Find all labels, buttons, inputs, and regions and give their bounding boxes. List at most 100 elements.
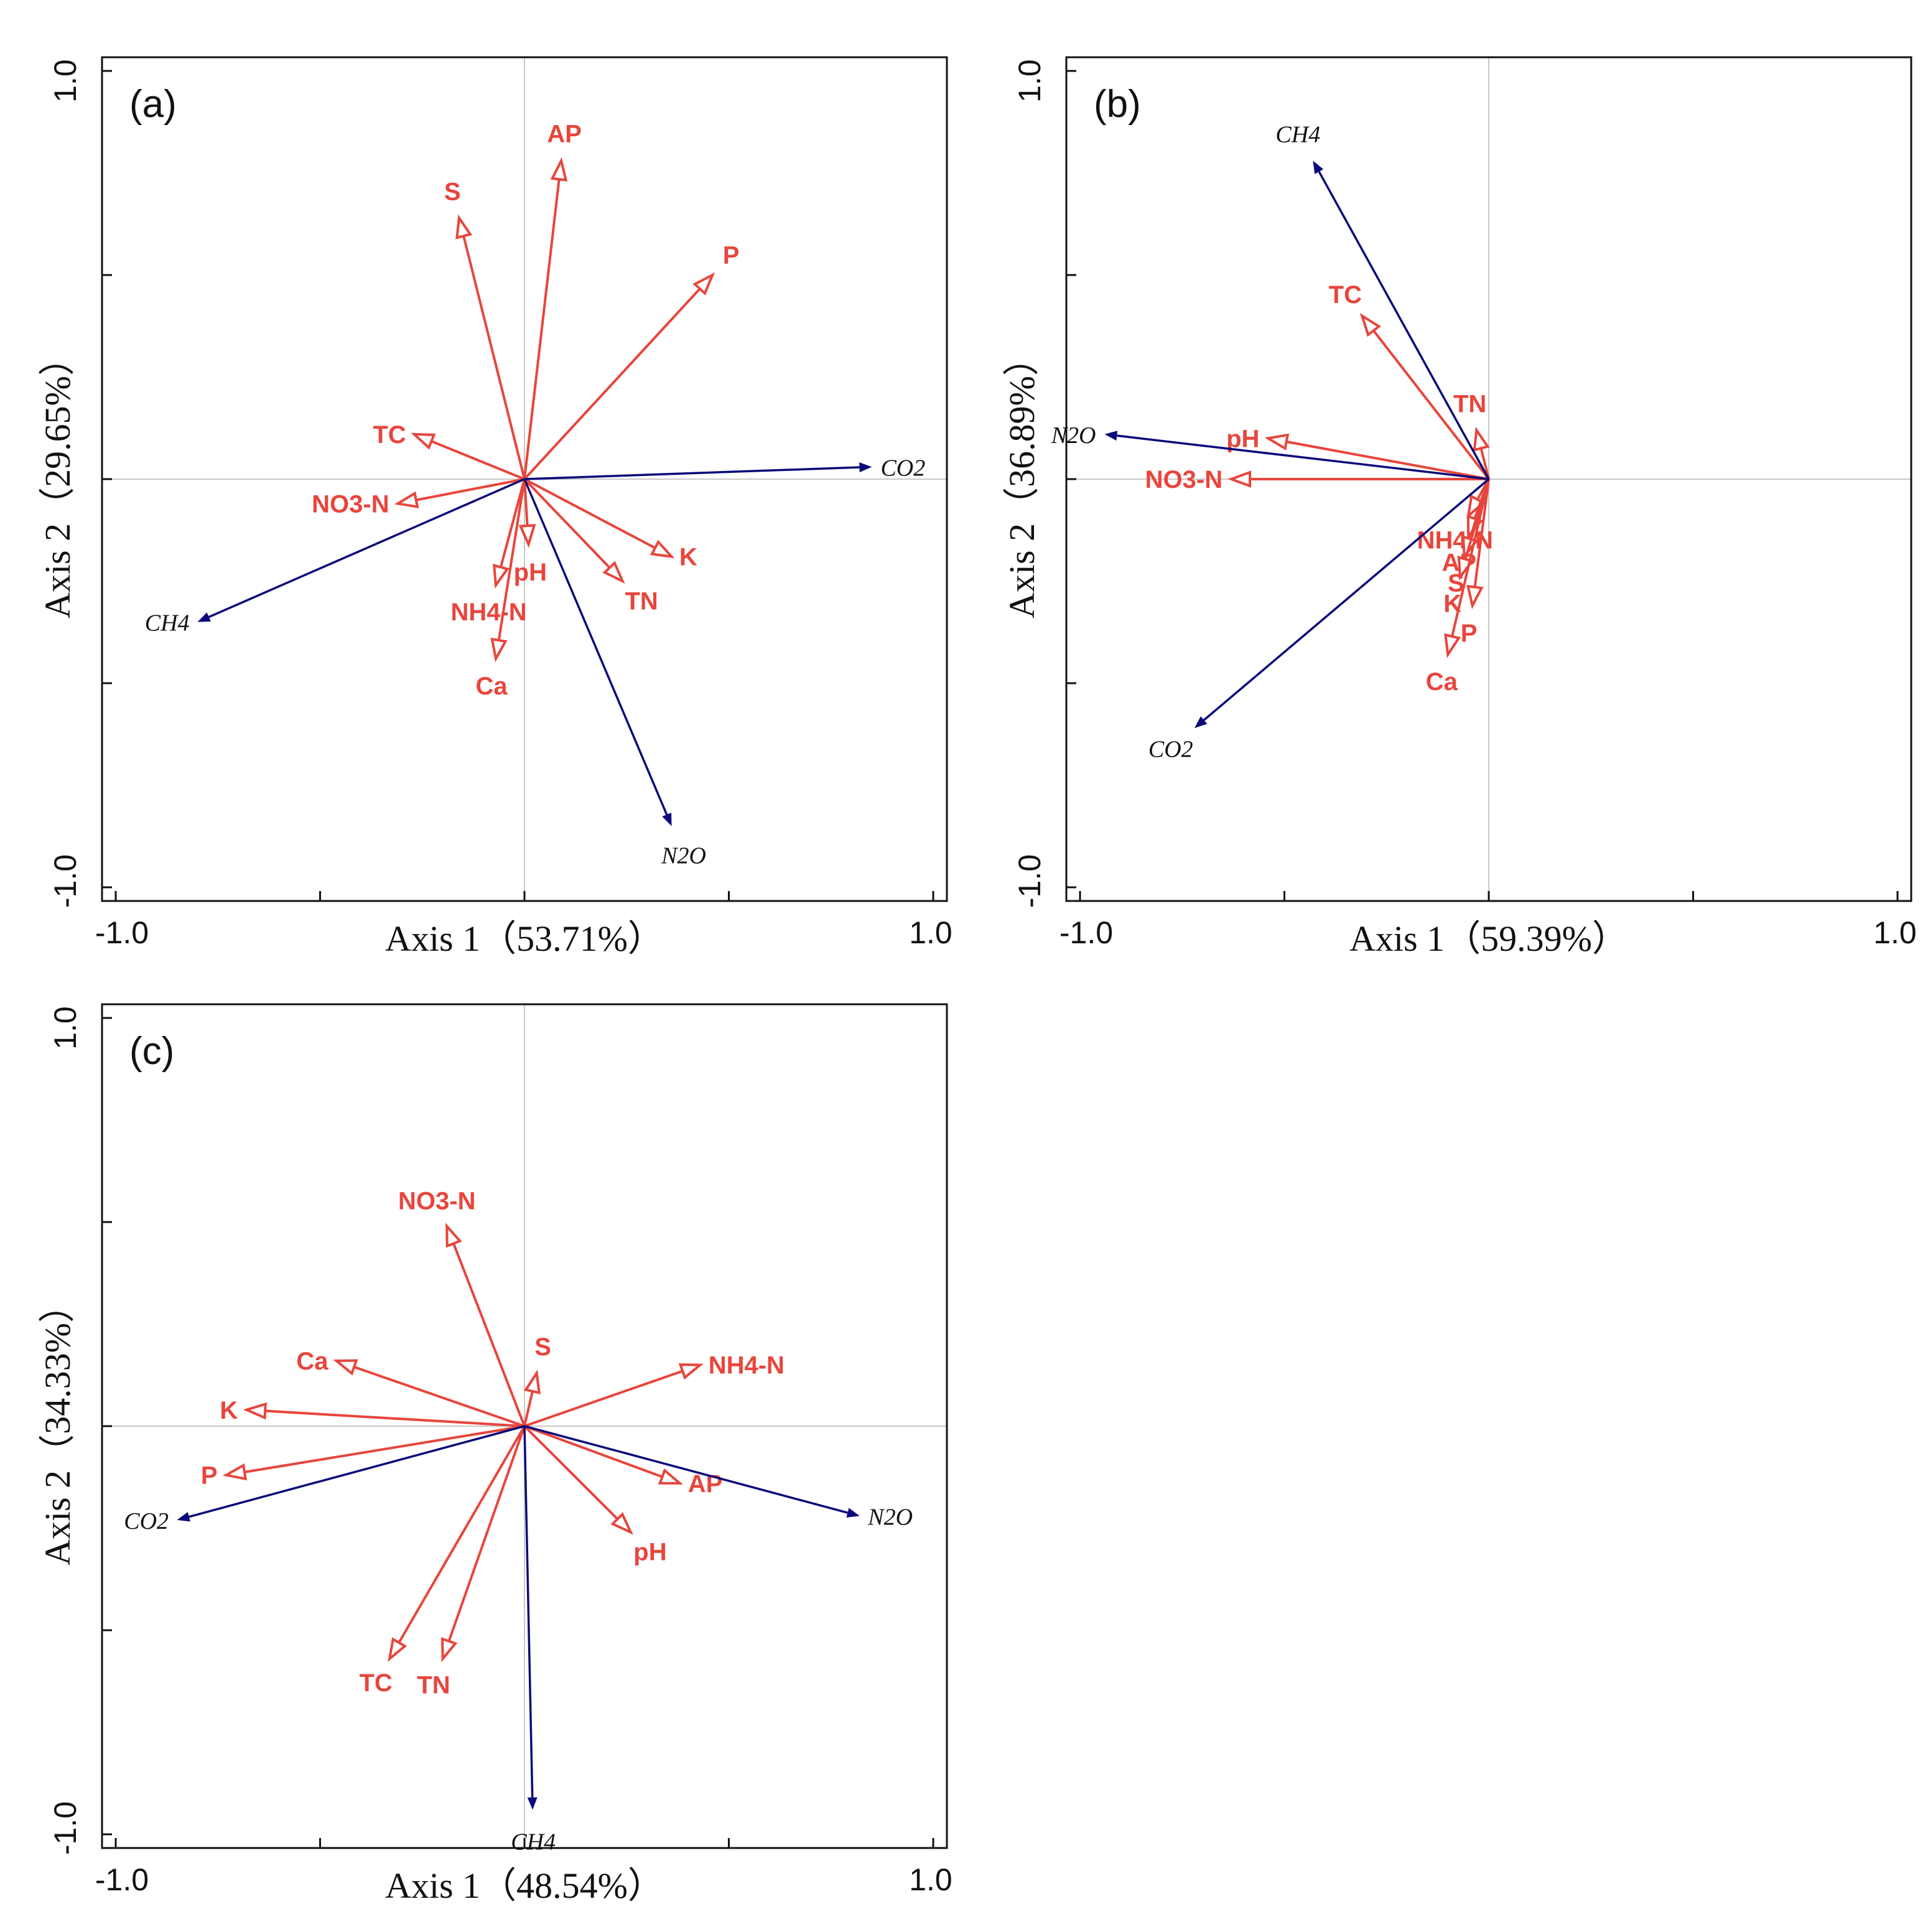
x-axis-title: Axis 1（59.39%）: [1349, 918, 1628, 959]
vector-label: AP: [547, 121, 582, 148]
vector-arrowhead: [1473, 426, 1490, 452]
vector-line: [524, 478, 656, 549]
vector-line: [523, 478, 529, 526]
vector-gas-n2o: N2O: [523, 478, 706, 869]
vector-arrowhead: [658, 1468, 684, 1485]
vector-label: P: [1461, 620, 1478, 647]
vector-env-no3-n: NO3-N: [1145, 466, 1489, 493]
vector-line: [523, 287, 701, 480]
vector-label: pH: [514, 559, 547, 586]
vector-gas-n2o: N2O: [524, 1425, 913, 1530]
vector-gas-n2o: N2O: [1051, 422, 1489, 480]
vector-env-no3-n: NO3-N: [312, 478, 525, 518]
vector-env-k: K: [524, 478, 697, 571]
vector-gas-co2: CO2: [124, 1425, 525, 1534]
vector-env-tc: TC: [373, 421, 525, 480]
vector-arrowhead: [518, 524, 536, 548]
vector-gas-co2: CO2: [524, 455, 925, 481]
x-axis-title: Axis 1（48.54%）: [385, 1865, 664, 1906]
vector-arrowhead: [1313, 161, 1324, 174]
vector-line: [1286, 440, 1489, 480]
vector-arrowhead: [222, 1463, 248, 1481]
vector-line: [497, 478, 526, 641]
vector-label: TN: [417, 1671, 450, 1699]
vector-env-nh4-n: NH4-N: [524, 1352, 785, 1427]
vector-arrowhead: [1264, 433, 1290, 450]
x-tick-label-max: 1.0: [909, 1862, 952, 1897]
vectors: AP S P TC NO3-N NH4-N pH Ca TN K CO2 CH4 N2O: [145, 121, 925, 869]
y-axis-title: Axis 2（29.65%）: [37, 340, 78, 618]
vector-line: [523, 1426, 534, 1798]
vector-line: [462, 235, 526, 480]
vector-gas-ch4: CH4: [511, 1426, 556, 1855]
vector-line: [1372, 330, 1490, 480]
axis-ticks: [102, 1017, 934, 1848]
vector-label: N2O: [1051, 422, 1096, 449]
vector-arrowhead: [243, 1402, 267, 1420]
vector-label: P: [201, 1462, 218, 1490]
x-tick-label-max: 1.0: [1873, 915, 1917, 950]
vector-label: NH4-N: [709, 1352, 785, 1379]
vector-arrowhead: [650, 539, 675, 559]
x-tick-label-min: -1.0: [95, 915, 149, 950]
vector-arrowhead: [445, 1223, 462, 1248]
vector-env-ca: Ca: [476, 478, 526, 700]
panel-label: (c): [129, 1030, 174, 1073]
vector-label: S: [534, 1333, 551, 1361]
vector-label: CO2: [124, 1508, 169, 1534]
vector-label: N2O: [867, 1504, 913, 1530]
vector-label: CH4: [145, 610, 190, 637]
vector-label: CH4: [511, 1829, 556, 1855]
vector-label: K: [220, 1397, 238, 1424]
vector-label: P: [723, 242, 740, 269]
y-tick-label-min: -1.0: [48, 854, 83, 908]
x-axis-title: Axis 1（53.71%）: [385, 918, 664, 959]
vector-arrowhead: [388, 1637, 407, 1662]
vector-line: [523, 1425, 619, 1520]
vector-arrowhead: [527, 1797, 538, 1810]
vector-line: [208, 478, 525, 618]
vector-label: CO2: [1148, 736, 1193, 762]
vector-line: [524, 1425, 663, 1478]
vector-label: TC: [1329, 281, 1362, 309]
vector-gas-ch4: CH4: [145, 478, 525, 637]
vector-arrowhead: [610, 1512, 633, 1535]
vector-line: [1203, 478, 1490, 721]
y-tick-label-max: 1.0: [1012, 59, 1047, 103]
vector-label: Ca: [476, 673, 508, 700]
vector-label: NH4-N: [450, 599, 526, 626]
vector-env-p: P: [201, 1425, 525, 1490]
vector-env-ap: AP: [524, 1425, 722, 1498]
vector-env-ap: AP: [523, 121, 582, 480]
vector-arrowhead: [197, 612, 211, 622]
vector-arrowhead: [846, 1508, 860, 1518]
vector-line: [1318, 170, 1490, 480]
vector-arrowhead: [1104, 431, 1118, 441]
vector-line: [189, 1425, 525, 1518]
vector-arrowhead: [662, 813, 672, 826]
vector-line: [416, 478, 525, 502]
vector-label: NO3-N: [1145, 466, 1222, 493]
x-tick-label-max: 1.0: [909, 915, 952, 950]
vector-arrowhead: [333, 1359, 358, 1376]
vector-arrowhead: [1444, 633, 1461, 658]
y-axis-title: Axis 2（34.33%）: [37, 1287, 78, 1566]
panel-a: (a) -1.0 1.0 -1.0 1.0 Axis 1（53.71%） Axi…: [37, 56, 952, 959]
vector-label: CO2: [880, 455, 925, 481]
vector-arrowhead: [602, 561, 625, 584]
vector-label: TC: [359, 1669, 392, 1697]
vector-gas-co2: CO2: [1148, 478, 1490, 762]
vector-label: Ca: [1426, 668, 1458, 696]
vector-label: TC: [373, 421, 406, 449]
vector-line: [431, 440, 525, 480]
vector-line: [523, 179, 561, 480]
vector-line: [398, 1425, 526, 1643]
vector-arrowhead: [859, 462, 872, 473]
x-tick-label-min: -1.0: [95, 1862, 149, 1897]
vector-line: [524, 1370, 683, 1427]
vector-line: [447, 1426, 526, 1642]
vector-arrowhead: [455, 214, 473, 240]
vector-arrowhead: [1194, 716, 1208, 729]
vector-arrowhead: [1359, 313, 1381, 337]
